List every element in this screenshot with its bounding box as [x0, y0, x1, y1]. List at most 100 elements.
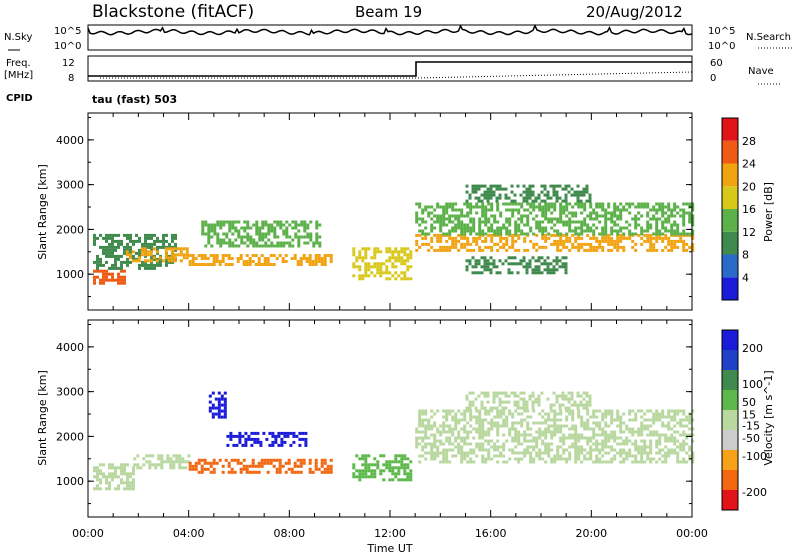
- data-cell: [382, 463, 386, 467]
- data-cell: [352, 463, 356, 467]
- data-cell: [96, 472, 99, 476]
- data-cell: [445, 412, 449, 416]
- data-cell: [469, 202, 473, 206]
- data-cell: [406, 457, 410, 461]
- data-cell: [143, 253, 147, 257]
- data-cell: [465, 184, 469, 188]
- data-cell: [523, 433, 527, 437]
- data-cell: [409, 265, 413, 269]
- data-cell: [418, 223, 422, 227]
- data-cell: [439, 451, 443, 455]
- data-cell: [427, 211, 431, 215]
- data-cell: [463, 226, 467, 230]
- data-cell: [589, 436, 593, 440]
- data-cell: [308, 263, 312, 266]
- data-cell: [586, 427, 590, 431]
- data-cell: [240, 241, 244, 245]
- data-cell: [117, 233, 120, 237]
- data-cell: [304, 443, 308, 447]
- data-cell: [308, 254, 312, 257]
- data-cell: [507, 394, 511, 398]
- data-cell: [562, 442, 566, 446]
- data-cell: [364, 262, 368, 266]
- data-cell: [580, 451, 584, 455]
- data-cell: [535, 439, 539, 443]
- data-cell: [517, 226, 521, 230]
- data-cell: [505, 202, 509, 206]
- data-cell: [236, 461, 240, 465]
- data-cell: [258, 244, 262, 248]
- data-cell: [676, 223, 680, 227]
- data-cell: [388, 460, 392, 464]
- data-cell: [123, 469, 126, 473]
- data-cell: [320, 257, 324, 260]
- data-cell: [248, 263, 252, 266]
- data-cell: [230, 467, 234, 471]
- data-cell: [219, 220, 223, 224]
- data-cell: [469, 430, 473, 434]
- data-cell: [108, 472, 111, 476]
- data-cell: [549, 184, 553, 188]
- data-cell: [370, 271, 374, 275]
- data-cell: [465, 265, 469, 269]
- data-cell: [102, 472, 105, 476]
- data-cell: [564, 271, 568, 275]
- data-cell: [607, 239, 611, 243]
- data-cell: [553, 217, 557, 221]
- data-cell: [207, 238, 211, 242]
- x-tick-label: 20:00: [575, 527, 607, 540]
- data-cell: [287, 458, 291, 462]
- data-cell: [646, 418, 650, 422]
- noise-tick-top: 10^5: [54, 26, 81, 37]
- data-cell: [574, 448, 578, 452]
- colorbar-segment: [722, 350, 738, 370]
- data-cell: [517, 460, 521, 464]
- data-cell: [220, 394, 224, 398]
- data-cell: [486, 190, 490, 194]
- data-cell: [108, 481, 111, 485]
- data-cell: [484, 457, 488, 461]
- data-cell: [123, 245, 126, 249]
- data-cell: [550, 220, 554, 224]
- data-cell: [231, 220, 235, 224]
- data-cell: [166, 460, 170, 464]
- data-cell: [445, 430, 449, 434]
- data-cell: [120, 260, 123, 264]
- data-cell: [299, 257, 303, 260]
- data-cell: [525, 268, 529, 272]
- data-cell: [646, 211, 650, 215]
- data-cell: [117, 484, 120, 488]
- data-cell: [373, 463, 377, 467]
- data-cell: [294, 232, 298, 236]
- data-cell: [451, 454, 455, 458]
- data-cell: [280, 431, 284, 435]
- data-cell: [634, 439, 638, 443]
- data-cell: [588, 397, 592, 401]
- data-cell: [448, 412, 452, 416]
- data-cell: [496, 454, 500, 458]
- data-cell: [128, 256, 132, 260]
- data-cell: [181, 466, 185, 470]
- data-cell: [242, 263, 246, 266]
- data-cell: [505, 232, 509, 236]
- data-cell: [292, 434, 296, 438]
- data-cell: [326, 470, 330, 474]
- data-cell: [445, 451, 449, 455]
- data-cell: [484, 205, 488, 209]
- data-cell: [397, 274, 401, 278]
- data-cell: [568, 211, 572, 215]
- data-cell: [108, 266, 111, 270]
- data-cell: [525, 193, 529, 197]
- data-cell: [254, 464, 258, 468]
- data-cell: [108, 463, 111, 467]
- data-cell: [102, 269, 105, 273]
- data-cell: [96, 254, 99, 258]
- data-cell: [295, 434, 299, 438]
- data-cell: [120, 275, 123, 279]
- data-cell: [108, 487, 111, 491]
- data-cell: [604, 211, 608, 215]
- data-cell: [519, 193, 523, 197]
- data-cell: [537, 400, 541, 404]
- data-cell: [433, 451, 437, 455]
